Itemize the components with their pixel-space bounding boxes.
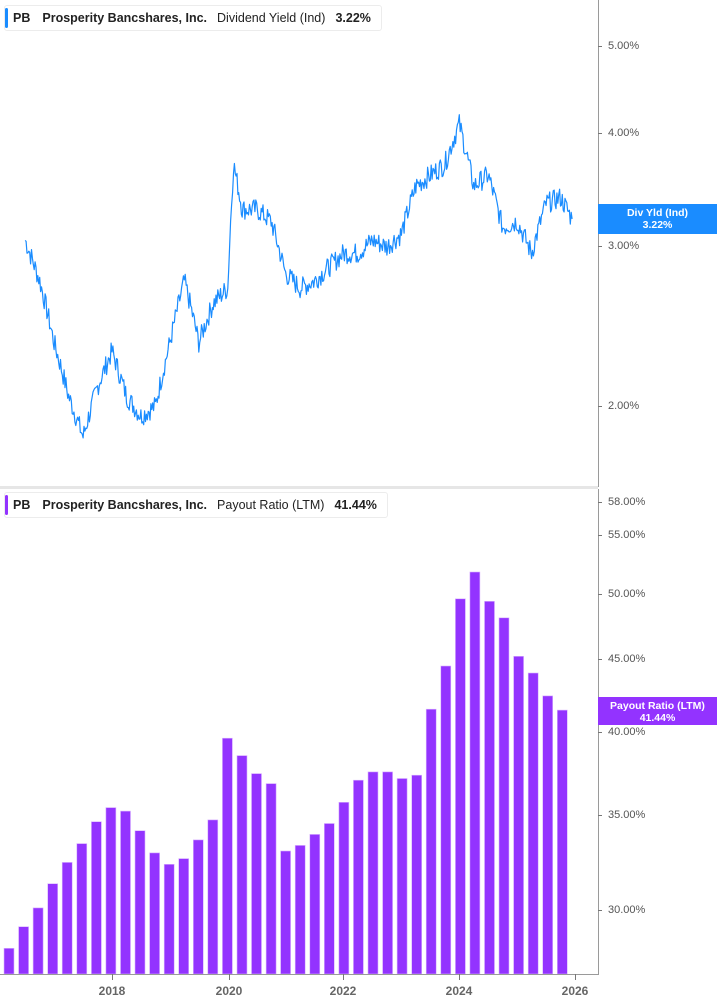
payout-bar[interactable] [542,695,554,975]
payout-bar[interactable] [222,737,233,975]
y-tick-mark [598,535,602,536]
payout-bar[interactable] [396,778,408,975]
flag-label: Div Yld (Ind) [626,207,689,219]
y-tick-mark [598,594,602,595]
x-axis-line [0,974,599,975]
payout-bar[interactable] [18,926,29,975]
y-axis-line [598,0,599,487]
payout-bar[interactable] [163,863,175,975]
y-tick-mark [598,910,602,911]
payout-bar[interactable] [47,883,59,975]
payout-bar[interactable] [91,821,102,975]
dividend-yield-legend[interactable]: PB Prosperity Bancshares, Inc. Dividend … [4,5,382,31]
payout-bar[interactable] [3,947,15,975]
y-tick-mark [598,659,602,660]
x-tick-mark [343,974,344,980]
payout-bar[interactable] [76,843,88,975]
current-value-flag: Div Yld (Ind) 3.22% [598,204,717,234]
y-tick-mark [598,815,602,816]
flag-label: Payout Ratio (LTM) [610,700,705,712]
payout-bar[interactable] [498,617,510,975]
payout-bar[interactable] [484,600,495,975]
y-tick-label: 30.00% [608,904,646,916]
y-tick-mark [598,502,602,503]
payout-bar[interactable] [134,830,146,975]
payout-bar[interactable] [105,807,117,975]
y-tick-label: 5.00% [608,40,640,52]
y-tick-mark [598,246,602,247]
y-tick-label: 55.00% [608,529,646,541]
y-tick-mark [598,46,602,47]
x-tick-label: 2022 [329,984,357,998]
legend-metric: Dividend Yield (Ind) [217,11,326,25]
y-tick-label: 40.00% [608,726,646,738]
payout-bar[interactable] [178,858,189,975]
series-color-swatch [5,495,8,515]
series-color-swatch [5,8,8,28]
y-tick-label: 3.00% [608,240,640,252]
x-tick-mark [459,974,460,980]
flag-value: 41.44% [639,712,676,724]
y-tick-label: 58.00% [608,496,646,508]
payout-bar[interactable] [513,655,524,975]
payout-bar[interactable] [120,810,131,975]
payout-bar[interactable] [382,771,393,975]
dividend-yield-panel: PB Prosperity Bancshares, Inc. Dividend … [0,0,717,487]
payout-bar[interactable] [309,834,321,975]
payout-bar[interactable] [527,672,539,975]
y-tick-mark [598,406,602,407]
legend-ticker: PB [13,498,31,512]
legend-ticker: PB [13,11,31,25]
payout-bar[interactable] [193,839,204,975]
payout-bar[interactable] [61,862,73,975]
legend-value: 41.44% [334,498,377,512]
legend-company: Prosperity Bancshares, Inc. [42,11,208,25]
x-tick-label: 2018 [98,984,126,998]
payout-bar[interactable] [556,709,568,975]
payout-bar[interactable] [353,779,364,975]
payout-bar[interactable] [469,571,481,975]
x-tick-mark [575,974,576,980]
payout-bar[interactable] [440,665,452,975]
payout-bar[interactable] [149,852,160,975]
y-tick-label: 50.00% [608,588,646,600]
current-value-flag: Payout Ratio (LTM) 41.44% [598,697,717,725]
y-tick-label: 35.00% [608,809,646,821]
payout-bar[interactable] [425,708,437,975]
payout-bar[interactable] [265,783,277,975]
legend-value: 3.22% [335,11,371,25]
payout-bar[interactable] [455,598,466,975]
panel-divider[interactable] [0,486,598,489]
x-tick-label: 2026 [561,984,589,998]
x-tick-mark [112,974,113,980]
y-tick-mark [598,133,602,134]
payout-bar[interactable] [32,907,44,975]
payout-bar[interactable] [280,850,291,975]
payout-bar[interactable] [338,801,350,975]
payout-bar[interactable] [411,774,423,975]
y-tick-label: 4.00% [608,127,640,139]
payout-ratio-bar-chart [3,571,568,975]
legend-company: Prosperity Bancshares, Inc. [42,498,208,512]
y-tick-mark [598,732,602,733]
legend-metric: Payout Ratio (LTM) [217,498,325,512]
dividend-yield-line[interactable] [24,114,573,439]
x-tick-label: 2024 [445,984,473,998]
payout-bar[interactable] [251,773,262,975]
x-tick-mark [229,974,230,980]
payout-bar[interactable] [323,823,335,975]
y-tick-label: 45.00% [608,653,646,665]
payout-ratio-legend[interactable]: PB Prosperity Bancshares, Inc. Payout Ra… [4,492,388,518]
payout-bar[interactable] [207,819,219,975]
payout-bar[interactable] [367,771,379,975]
y-tick-label: 2.00% [608,400,640,412]
x-tick-label: 2020 [215,984,243,998]
payout-bar[interactable] [236,755,248,975]
flag-value: 3.22% [642,219,673,231]
dividend-yield-line-chart [24,114,573,439]
payout-bar[interactable] [294,845,306,975]
